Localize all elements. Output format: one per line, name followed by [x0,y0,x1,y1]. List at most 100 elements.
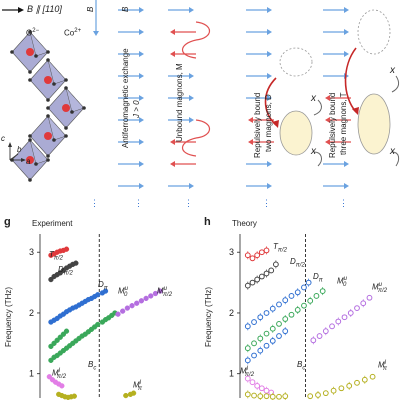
blocked-x-2: x [311,146,316,157]
octahedron [28,114,68,158]
g-label-Mpil: Mlπ [133,380,143,393]
blocked-x-1: x [311,93,316,104]
data-point [123,392,129,399]
data-point [263,270,270,277]
data-point [157,288,163,294]
h-label-D2: Dπ [313,272,323,284]
y-tick-label: 1 [29,369,34,379]
co-ion [44,76,52,84]
data-point [59,383,65,389]
series [48,288,109,325]
o-ion [28,30,32,34]
spin-right-arrow [246,95,272,101]
spin-right-arrow [168,95,194,101]
g-label-Mpi2u: Muπ/2 [157,286,173,299]
o-ion [52,138,56,142]
series [115,288,163,317]
data-point [251,340,257,347]
axis-a: a [26,157,31,166]
g-label-T: Tπ/2 [49,250,63,262]
spin-right-arrow [246,29,272,35]
series [244,374,275,396]
o-ion [46,58,50,62]
octahedron [10,30,50,74]
axis-c: c [1,134,5,143]
data-point [268,267,275,274]
spin-left-arrow [325,117,351,123]
series [244,260,279,290]
data-point [258,273,265,280]
unbound-magnons-label: Unbound magnons, M [175,63,184,142]
panel-g-title: Experiment [32,219,73,228]
y-tick-label: 2 [229,308,234,318]
o-ion [46,98,50,102]
b-label-mid: B [121,6,130,12]
data-point [129,303,135,309]
field-arrow-vertical [93,0,99,36]
o-ion [64,78,68,82]
series [48,260,79,283]
data-point [301,284,307,291]
data-point [319,288,326,294]
data-point [269,325,276,332]
g-label-Mpi2l: Mlπ/2 [52,368,67,381]
spin-right-arrow [323,29,349,35]
spin-left-arrow [170,161,196,167]
o-ion [64,86,68,90]
bound3-label-a: Repulsively bound [328,92,337,158]
data-point [124,305,131,311]
h-label-Mpil: Mlπ [378,360,388,373]
data-point [249,255,256,262]
spin-right-arrow [246,161,272,167]
data-point [57,334,63,340]
data-point [329,323,335,330]
bound3-label-b: three magnons, T [339,92,348,155]
panel-h-letter: h [204,216,211,228]
spin-right-arrow [323,183,349,189]
co-ion [26,48,34,56]
spin-right-arrow [246,73,272,79]
data-point [258,249,265,256]
spin-right-arrow [323,7,349,13]
spin-right-arrow [118,161,144,167]
data-point [244,323,251,330]
data-point [48,276,54,283]
g-label-M0: Mu0 [118,286,129,299]
panel-h-title: Theory [232,219,257,228]
data-point [257,347,264,354]
data-point [249,379,256,386]
o-ion [46,114,50,118]
series [48,310,118,363]
bound2-label-a: Repulsively bound [253,92,262,158]
o-ion [70,110,74,114]
spin-right-arrow [323,161,349,167]
spin-right-arrow [168,183,194,189]
data-point [276,301,282,308]
data-point [63,328,70,334]
o-ion [46,158,50,162]
y-tick-label: 1 [229,369,234,379]
data-point [263,330,270,337]
octahedron [28,58,68,102]
spin-right-arrow [168,7,194,13]
crystal-axes [8,142,26,162]
data-point [288,293,295,299]
data-point [138,298,145,304]
data-point [366,294,373,301]
data-point [120,308,126,314]
data-point [102,288,109,294]
data-point [338,385,345,392]
data-point [251,352,257,359]
h-label-Mpi2l: Mlπ/2 [240,366,255,379]
data-point [346,382,353,389]
data-point [63,246,70,252]
afm-title: Antiferromagnetic exchange [121,48,130,148]
o-ion [82,106,86,110]
data-point [282,316,289,322]
series [244,373,376,400]
data-point [276,320,282,327]
o-ion [46,154,50,158]
h-label-Mpi2u: Muπ/2 [372,282,388,295]
data-point [130,390,137,396]
spin-left-arrow [170,29,196,35]
